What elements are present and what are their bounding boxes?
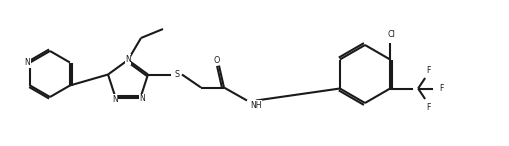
- Text: N: N: [111, 95, 117, 104]
- Text: Cl: Cl: [386, 30, 394, 39]
- Text: F: F: [438, 84, 442, 93]
- Text: N: N: [125, 55, 131, 64]
- Text: S: S: [175, 70, 180, 79]
- Text: N: N: [139, 94, 145, 104]
- Text: F: F: [426, 102, 430, 112]
- Text: F: F: [426, 66, 430, 74]
- Text: N: N: [24, 58, 31, 67]
- Text: O: O: [213, 55, 220, 65]
- Text: NH: NH: [249, 101, 261, 110]
